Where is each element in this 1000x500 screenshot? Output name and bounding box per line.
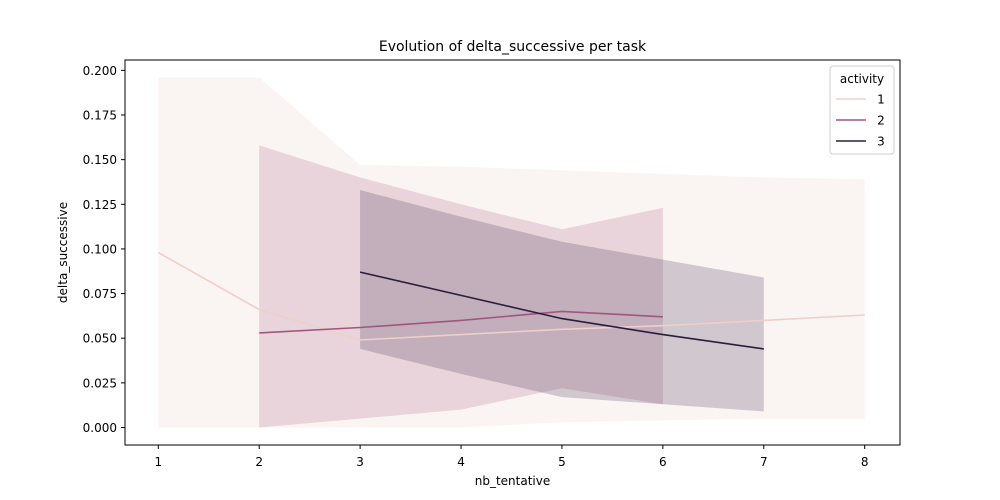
x-axis-label: nb_tentative: [475, 474, 551, 488]
y-axis-ticks: 0.000 0.025 0.050 0.075 0.100 0.125 0.150 0.175…: [83, 64, 125, 435]
y-tick-label: 0.125: [83, 198, 117, 212]
confidence-band-series-1: [158, 77, 865, 428]
legend-label-series-2: 2: [877, 114, 885, 128]
y-tick-label: 0.000: [83, 421, 117, 435]
plot-frame: [124, 59, 901, 446]
y-tick-label: 0.100: [83, 242, 117, 256]
legend-label-series-3: 3: [877, 135, 885, 149]
x-tick-label: 1: [154, 455, 162, 469]
y-tick-label: 0.025: [83, 376, 117, 390]
line-series-1: [157, 251, 865, 341]
x-tick-label: 3: [356, 455, 364, 469]
y-tick-label: 0.150: [83, 153, 117, 167]
legend-items: 1 2 3: [836, 93, 885, 149]
confidence-bands: [158, 77, 865, 428]
series-lines: [157, 251, 865, 350]
legend-frame: [829, 65, 895, 155]
legend-label-series-1: 1: [877, 93, 885, 107]
x-tick-label: 8: [861, 455, 869, 469]
y-axis-label: delta_successive: [56, 202, 70, 303]
x-tick-label: 7: [760, 455, 768, 469]
x-tick-label: 4: [457, 455, 465, 469]
chart-title: Evolution of delta_successive per task: [379, 39, 647, 55]
confidence-band-series-3: [360, 190, 764, 412]
x-tick-label: 5: [558, 455, 566, 469]
y-tick-label: 0.050: [83, 332, 117, 346]
y-tick-label: 0.200: [83, 64, 117, 78]
confidence-band-series-2: [259, 145, 663, 428]
line-series-3: [359, 271, 764, 350]
x-axis-ticks: 1 2 3 4 5 6 7 8: [154, 445, 869, 469]
legend-title: activity: [840, 72, 884, 86]
x-tick-label: 2: [255, 455, 263, 469]
y-tick-label: 0.175: [83, 109, 117, 123]
legend: activity 1 2 3: [829, 65, 895, 155]
y-tick-label: 0.075: [83, 287, 117, 301]
line-series-2: [259, 310, 663, 334]
x-tick-label: 6: [659, 455, 667, 469]
